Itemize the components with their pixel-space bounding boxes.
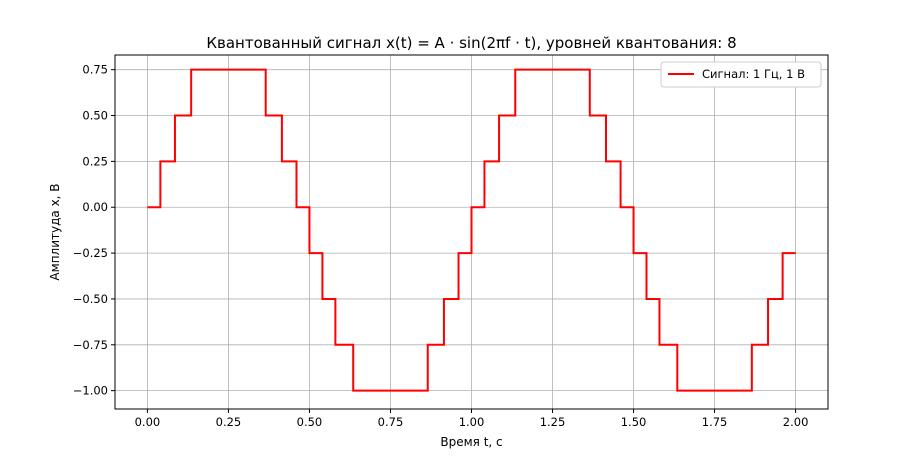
y-axis-label: Амплитуда x, В [48, 183, 62, 280]
series-layer [147, 68, 796, 392]
x-tick-label: 0.50 [297, 415, 323, 429]
y-tick-label: 0.00 [82, 200, 108, 214]
y-tick-label: −0.75 [73, 338, 108, 352]
x-tick-label: 2.00 [783, 415, 809, 429]
y-tick-label: 0.75 [82, 63, 108, 77]
y-tick-label: 0.25 [82, 154, 108, 168]
y-tick-label: −1.00 [73, 384, 108, 398]
x-axis-ticks: 0.00 0.25 0.50 0.75 1.00 1.25 1.50 1.75 2.00 [135, 409, 809, 429]
x-axis-label: Время t, с [440, 435, 502, 449]
x-tick-label: 1.50 [621, 415, 647, 429]
series-line [147, 68, 796, 392]
y-tick-label: −0.50 [73, 292, 108, 306]
y-tick-label: −0.25 [73, 246, 108, 260]
x-tick-label: 1.25 [540, 415, 566, 429]
x-tick-label: 1.75 [702, 415, 728, 429]
y-axis-ticks: 0.75 0.50 0.25 0.00 −0.25 −0.50 −0.75 −1.00 [73, 63, 115, 398]
x-tick-label: 1.00 [459, 415, 485, 429]
y-tick-label: 0.50 [82, 109, 108, 123]
legend: Сигнал: 1 Гц, 1 В [660, 61, 822, 88]
x-tick-label: 0.00 [135, 415, 161, 429]
x-tick-label: 0.75 [378, 415, 404, 429]
legend-label: Сигнал: 1 Гц, 1 В [702, 67, 805, 81]
x-tick-label: 0.25 [216, 415, 242, 429]
legend-box [660, 61, 822, 88]
chart-title: Квантованный сигнал x(t) = A · sin(2πf ·… [206, 34, 736, 52]
